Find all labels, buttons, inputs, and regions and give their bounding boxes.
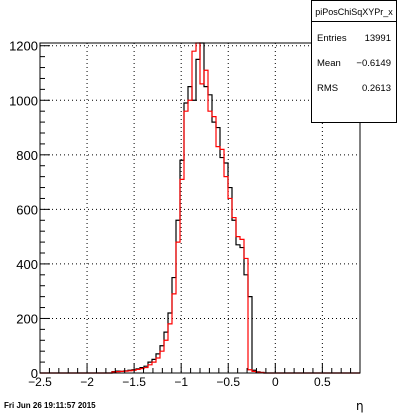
- stats-row-entries: Entries 13991: [312, 22, 396, 47]
- x-tick-label: 0.5: [314, 375, 331, 389]
- stats-label: Mean: [317, 58, 341, 69]
- axis-ticks: −2.5 −2 −1.5 −1 −0.5 0 0.5 0 200 400 600 800 1000 120…: [9, 39, 361, 389]
- stats-box: piPosChiSqXYPr_x Entries 13991 Mean −0.6…: [311, 0, 397, 123]
- x-tick-label: −1.5: [122, 375, 146, 389]
- y-tick-label: 0: [31, 366, 38, 381]
- x-tick-label: −0.5: [216, 375, 240, 389]
- timestamp: Fri Jun 26 19:11:57 2015: [4, 401, 96, 410]
- stats-value: 0.2613: [361, 83, 391, 94]
- x-tick-label: −2.5: [28, 375, 52, 389]
- stats-title: piPosChiSqXYPr_x: [312, 1, 396, 22]
- x-tick-label: −1: [174, 375, 188, 389]
- stats-label: Entries: [317, 33, 347, 44]
- y-tick-label: 400: [16, 257, 38, 272]
- x-axis-label: η: [356, 399, 364, 413]
- y-tick-label: 1200: [9, 39, 38, 54]
- y-tick-label: 1000: [9, 93, 38, 108]
- y-tick-label: 800: [16, 148, 38, 163]
- stats-value: −0.6149: [356, 58, 391, 69]
- x-tick-label: 0: [272, 375, 279, 389]
- x-tick-label: −2: [80, 375, 94, 389]
- stats-row-mean: Mean −0.6149: [312, 47, 396, 72]
- stats-row-rms: RMS 0.2613: [312, 72, 396, 97]
- stats-label: RMS: [317, 83, 339, 94]
- y-tick-label: 600: [16, 202, 38, 217]
- stats-value: 13991: [364, 33, 391, 44]
- y-tick-label: 200: [16, 311, 38, 326]
